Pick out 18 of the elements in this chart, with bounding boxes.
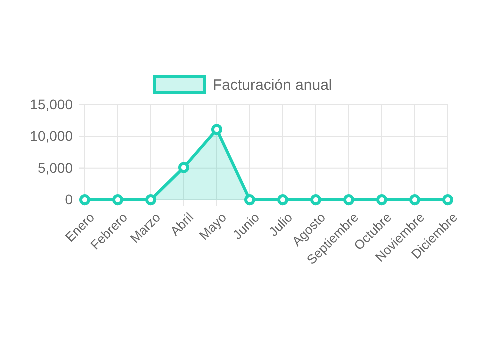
point [278, 194, 288, 206]
point [410, 194, 420, 206]
point [376, 194, 388, 206]
legend-label: Facturación anual [213, 77, 332, 94]
point [442, 194, 454, 206]
point [212, 124, 222, 136]
point [112, 194, 124, 206]
y-tick-label: 0 [65, 191, 74, 208]
y-tick-label: 15,000 [30, 96, 74, 112]
point [244, 194, 256, 206]
y-tick-label: 10,000 [30, 128, 74, 144]
point [178, 162, 190, 174]
x-tick-label: Julio [266, 210, 296, 240]
point [80, 194, 90, 206]
point [146, 194, 156, 206]
point [344, 194, 354, 206]
point [310, 194, 322, 206]
y-tick-label: 5,000 [38, 160, 74, 176]
